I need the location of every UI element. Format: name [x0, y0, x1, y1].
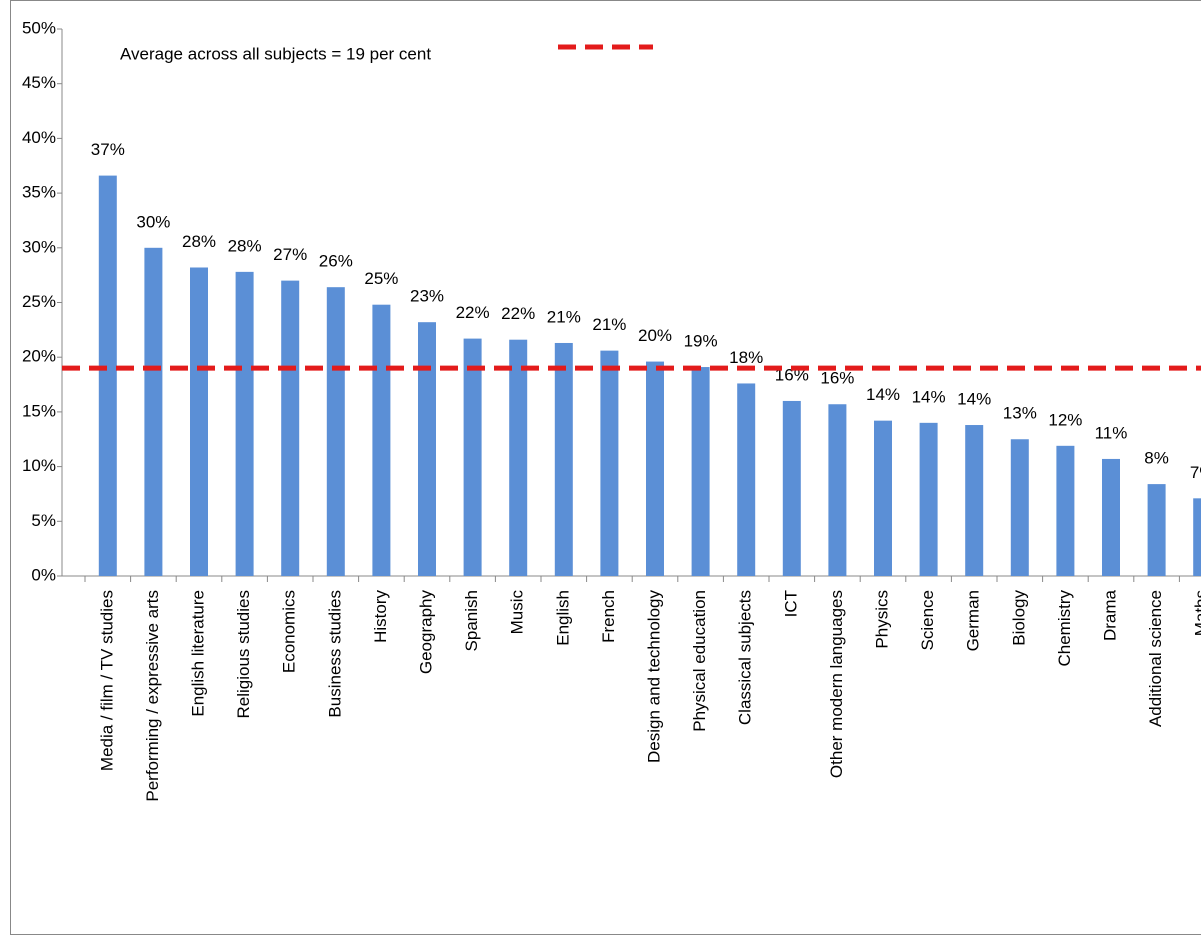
data-label: 14%	[866, 385, 900, 404]
bar	[691, 367, 710, 576]
bar	[98, 175, 117, 576]
y-tick-label: 25%	[22, 292, 56, 311]
data-label: 14%	[912, 387, 946, 406]
bar	[874, 420, 892, 576]
bar	[235, 271, 254, 576]
x-tick-label: English	[553, 590, 572, 646]
x-tick-label: Additional science	[1146, 590, 1165, 727]
bar	[418, 322, 436, 576]
bar	[646, 361, 664, 576]
data-label: 11%	[1095, 423, 1128, 442]
data-label: 30%	[136, 212, 170, 231]
bar	[190, 267, 208, 576]
y-tick-label: 35%	[22, 183, 56, 202]
x-tick-label: Chemistry	[1055, 590, 1074, 667]
x-tick-label: Classical subjects	[736, 590, 755, 725]
x-tick-label: German	[964, 590, 983, 651]
x-tick-label: Drama	[1100, 589, 1119, 641]
bar	[1193, 498, 1201, 576]
y-tick-label: 10%	[22, 456, 56, 475]
data-label: 21%	[592, 315, 626, 334]
x-tick-label: Science	[918, 590, 937, 650]
x-tick-label: Physics	[872, 590, 891, 649]
x-tick-label: Physical education	[690, 590, 709, 732]
bar	[1010, 439, 1029, 576]
data-label: 27%	[273, 245, 307, 264]
bar	[737, 383, 756, 576]
x-tick-label: Design and technology	[644, 590, 663, 763]
bar	[782, 400, 801, 576]
x-tick-label: Media / film / TV studies	[97, 590, 116, 771]
y-tick-label: 40%	[22, 128, 56, 147]
y-tick-label: 20%	[22, 347, 56, 366]
x-tick-label: Economics	[280, 590, 299, 673]
data-label: 8%	[1144, 449, 1169, 468]
data-label: 18%	[729, 348, 763, 367]
bar	[828, 404, 847, 576]
y-tick-label: 45%	[22, 73, 56, 92]
x-tick-label: ICT	[781, 590, 800, 617]
data-label: 23%	[410, 287, 444, 306]
x-tick-label: Maths	[1192, 590, 1201, 636]
bar	[1102, 458, 1120, 576]
y-tick-label: 50%	[22, 18, 56, 37]
y-tick-label: 15%	[22, 401, 56, 420]
x-tick-label: Biology	[1009, 590, 1028, 646]
bar	[326, 287, 345, 576]
x-tick-label: French	[599, 590, 618, 643]
x-tick-label: Other modern languages	[827, 590, 846, 778]
y-tick-label: 30%	[22, 237, 56, 256]
data-label: 22%	[456, 303, 490, 322]
x-tick-label: History	[371, 590, 390, 643]
bar	[372, 304, 391, 576]
y-tick-label: 5%	[31, 511, 56, 530]
x-tick-label: English literature	[188, 590, 207, 717]
bar	[600, 350, 619, 576]
bar	[281, 280, 300, 576]
x-tick-label: Performing / expressive arts	[143, 590, 162, 802]
data-label: 16%	[820, 369, 854, 388]
bar	[1147, 484, 1166, 576]
x-tick-label: Spanish	[462, 590, 481, 651]
bar	[919, 422, 938, 576]
data-label: 13%	[1003, 404, 1037, 423]
x-tick-label: Religious studies	[234, 590, 253, 719]
data-label: 20%	[638, 326, 672, 345]
data-label: 14%	[957, 390, 991, 409]
x-tick-label: Business studies	[325, 590, 344, 718]
data-label: 19%	[684, 332, 718, 351]
data-label: 25%	[364, 269, 398, 288]
x-tick-label: Music	[508, 590, 527, 635]
data-label: 21%	[547, 307, 581, 326]
bar	[144, 247, 163, 577]
data-label: 22%	[501, 304, 535, 323]
bar	[509, 339, 528, 576]
x-tick-label: Geography	[416, 590, 435, 675]
data-label: 26%	[319, 252, 353, 271]
data-label: 37%	[91, 140, 125, 159]
data-label: 28%	[228, 236, 262, 255]
bar	[463, 338, 482, 576]
data-label: 28%	[182, 232, 216, 251]
chart-border	[10, 0, 1201, 935]
data-label: 12%	[1048, 410, 1082, 429]
y-tick-label: 0%	[31, 565, 56, 584]
bar	[965, 425, 984, 576]
bar	[554, 342, 573, 576]
legend-label: Average across all subjects = 19 per cen…	[120, 44, 431, 63]
bar	[1056, 445, 1075, 576]
data-label: 7%	[1190, 463, 1201, 482]
